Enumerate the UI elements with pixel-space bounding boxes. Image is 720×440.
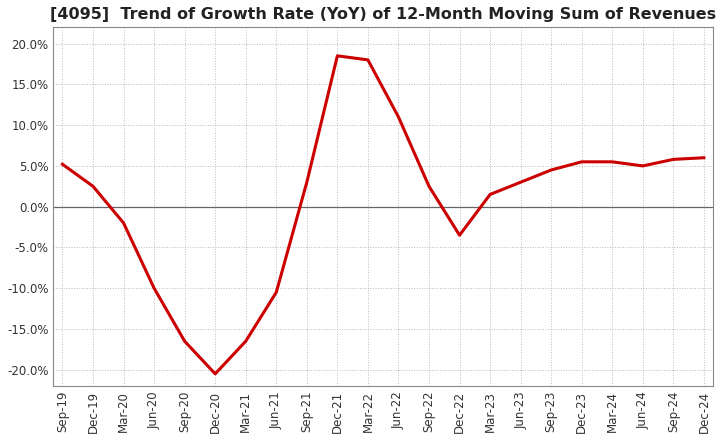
- Title: [4095]  Trend of Growth Rate (YoY) of 12-Month Moving Sum of Revenues: [4095] Trend of Growth Rate (YoY) of 12-…: [50, 7, 716, 22]
